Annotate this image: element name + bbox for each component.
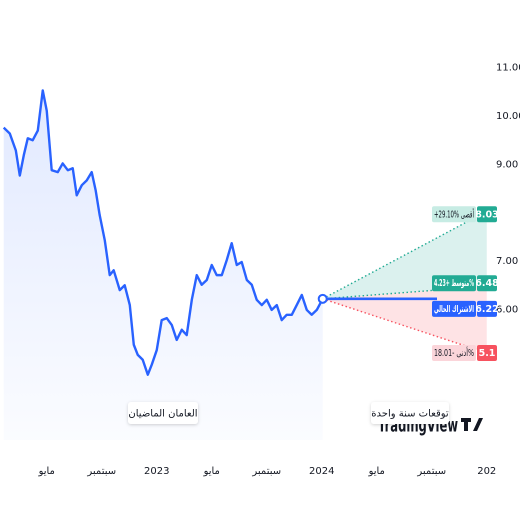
- x-tick-label: 2023: [144, 466, 169, 477]
- current-value: 6.22: [475, 304, 498, 315]
- history-pill-box: [128, 402, 198, 424]
- forecast-1-value-box: [477, 275, 497, 292]
- forecast-line: [322, 210, 488, 300]
- x-tick-label: 202: [477, 466, 496, 477]
- y-tick-label: 7.00: [496, 256, 518, 267]
- forecast-pill-box: [371, 402, 449, 424]
- forecast-2-label: أدنى -18.01%: [434, 346, 474, 359]
- forecast-pill: توقعات سنة واحدة: [371, 409, 449, 420]
- forecast-line: [322, 298, 487, 354]
- forecast-2-label-box: [432, 344, 476, 361]
- x-tick-label: مايو: [368, 466, 385, 477]
- price-line: [2, 89, 324, 376]
- history-pill: العامان الماضيان: [128, 409, 197, 420]
- x-tick-label: مايو: [38, 466, 55, 477]
- watermark-logo: [461, 418, 483, 431]
- y-tick-label: 9.00: [496, 159, 518, 170]
- forecast-1-label-box: [432, 275, 476, 292]
- forecast-0-value-box: [477, 206, 497, 223]
- x-tick-label: سبتمبر: [251, 466, 281, 477]
- y-tick-label: 11.00: [496, 63, 520, 74]
- forecast-0-label: +29.10% أقصى: [434, 207, 474, 220]
- x-tick-label: مايو: [203, 466, 220, 477]
- forecast-2-value-box: [477, 344, 497, 361]
- current-label-box: [432, 300, 476, 317]
- forecast-1-value: 6.48: [475, 278, 499, 289]
- x-tick-label: سبتمبر: [416, 466, 446, 477]
- current-label: الاشتراك الحالي: [434, 304, 474, 315]
- forecast-0-label-box: [432, 206, 476, 223]
- last-point: [317, 293, 328, 304]
- x-tick-label: 2024: [309, 466, 334, 477]
- forecast-0-value: 8.03: [475, 209, 498, 220]
- forecast-1-label: متوسط +4.23%: [434, 278, 474, 289]
- forecast-2-value: 5.1: [479, 348, 496, 359]
- main-layer: [2, 89, 488, 376]
- area-fill: [3, 90, 323, 441]
- x-tick-label: سبتمبر: [86, 466, 116, 477]
- y-tick-label: 10.00: [496, 111, 520, 122]
- y-tick-label: 6.00: [496, 304, 518, 315]
- current-value-box: [477, 300, 497, 317]
